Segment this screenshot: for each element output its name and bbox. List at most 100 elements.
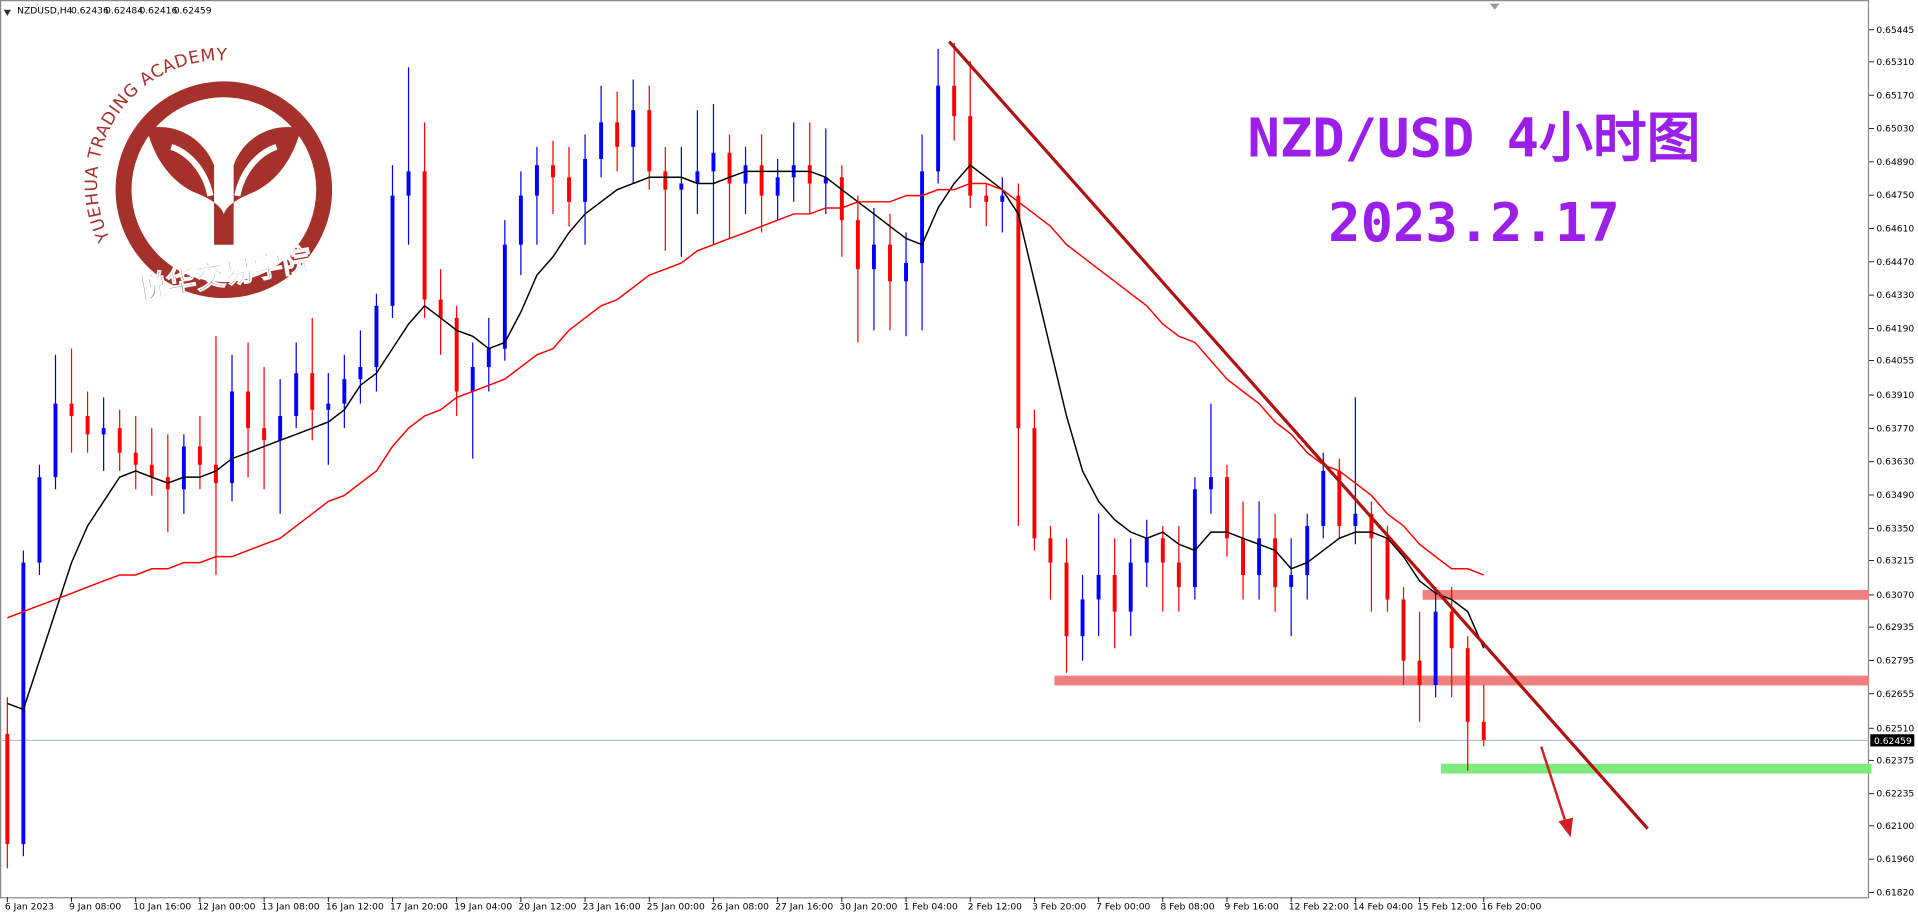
candle-body bbox=[1401, 599, 1406, 661]
y-tick-label: 0.64750 bbox=[1876, 190, 1914, 201]
candle-body bbox=[1144, 538, 1149, 563]
header-value: 0.62484 bbox=[105, 5, 143, 16]
x-tick-label: 20 Jan 12:00 bbox=[518, 901, 576, 912]
candle-body bbox=[1465, 648, 1470, 722]
candle-body bbox=[727, 152, 732, 184]
y-tick-label: 0.62935 bbox=[1876, 622, 1914, 633]
candle-body bbox=[775, 177, 780, 196]
arrow-shaft bbox=[1540, 746, 1567, 823]
candle-body bbox=[278, 415, 283, 441]
candle-body bbox=[759, 165, 764, 196]
x-tick-label: 19 Jan 04:00 bbox=[454, 901, 512, 912]
candle-body bbox=[615, 122, 620, 147]
resistance-zone bbox=[1054, 675, 1870, 686]
x-tick-label: 27 Jan 16:00 bbox=[775, 901, 833, 912]
candle-body bbox=[85, 415, 90, 435]
x-tick-label: 10 Jan 16:00 bbox=[133, 901, 191, 912]
candle-body bbox=[358, 366, 363, 380]
candle-body bbox=[871, 244, 876, 270]
candle-body bbox=[1337, 470, 1342, 526]
chart-subtitle: 2023.2.17 bbox=[1328, 191, 1620, 254]
y-tick-label: 0.64190 bbox=[1876, 323, 1914, 334]
candle-body bbox=[1112, 574, 1117, 612]
candle-body bbox=[406, 171, 411, 196]
candle-body bbox=[1048, 538, 1053, 563]
candle-body bbox=[583, 158, 588, 202]
x-tick-label: 1 Feb 04:00 bbox=[904, 901, 958, 912]
x-tick-label: 26 Jan 08:00 bbox=[711, 901, 769, 912]
logo-ring bbox=[115, 81, 333, 299]
logo-mark-detail bbox=[170, 143, 278, 197]
candle-body bbox=[567, 177, 571, 202]
y-tick-label: 0.63215 bbox=[1876, 556, 1914, 567]
candle-body bbox=[663, 171, 668, 190]
y-tick-label: 0.62510 bbox=[1876, 723, 1914, 734]
candle-body bbox=[214, 464, 218, 484]
candle-body bbox=[904, 262, 908, 282]
y-tick-label: 0.63910 bbox=[1876, 390, 1914, 401]
candle-body bbox=[1369, 513, 1374, 539]
candle-body bbox=[1160, 538, 1165, 563]
y-tick-label: 0.62375 bbox=[1876, 755, 1914, 766]
header-value: 0.62436 bbox=[71, 5, 109, 16]
y-tick-label: 0.65445 bbox=[1876, 25, 1914, 36]
candle-body bbox=[1016, 195, 1021, 429]
y-tick-label: 0.63630 bbox=[1876, 457, 1914, 468]
x-tick-label: 30 Jan 20:00 bbox=[839, 901, 897, 912]
candle-body bbox=[1289, 574, 1294, 588]
candle-body bbox=[262, 428, 267, 441]
y-tick-label: 0.62795 bbox=[1876, 655, 1914, 666]
chart-title: NZD/USD 4小时图 bbox=[1247, 107, 1700, 170]
candle-body bbox=[1000, 195, 1005, 202]
candle-body bbox=[695, 171, 700, 184]
candle-body bbox=[294, 373, 299, 416]
x-tick-label: 3 Feb 20:00 bbox=[1032, 901, 1086, 912]
arrow-head bbox=[1558, 817, 1574, 838]
candle-body bbox=[1096, 574, 1101, 600]
candle-body bbox=[936, 85, 941, 172]
y-tick-label: 0.64610 bbox=[1876, 224, 1914, 235]
y-tick-label: 0.64055 bbox=[1876, 356, 1914, 367]
candle-body bbox=[149, 464, 154, 478]
y-tick-label: 0.65310 bbox=[1876, 57, 1914, 68]
candle-body bbox=[807, 165, 812, 184]
candle-body bbox=[1449, 611, 1454, 649]
symbol: NZDUSD,H4 bbox=[17, 5, 73, 16]
candle-body bbox=[984, 195, 989, 202]
x-tick-label: 15 Feb 12:00 bbox=[1417, 901, 1477, 912]
support-zone bbox=[1440, 763, 1872, 774]
trend-line bbox=[948, 40, 1649, 830]
candle-body bbox=[1176, 562, 1181, 588]
candle-body bbox=[952, 85, 957, 117]
moving-average bbox=[7, 182, 1485, 619]
candle-body bbox=[518, 195, 523, 245]
candle-body bbox=[1080, 599, 1085, 637]
candle-body bbox=[486, 348, 491, 367]
x-tick-label: 12 Feb 22:00 bbox=[1289, 901, 1349, 912]
y-tick-label: 0.65030 bbox=[1876, 124, 1914, 135]
candle-body bbox=[326, 403, 331, 410]
candle-body bbox=[968, 116, 973, 196]
candle-body bbox=[5, 733, 10, 845]
resistance-zone bbox=[1422, 589, 1870, 600]
candle-body bbox=[133, 452, 138, 465]
candle-body bbox=[454, 317, 459, 392]
candle-body bbox=[1385, 538, 1390, 600]
y-tick-label: 0.61820 bbox=[1876, 887, 1914, 898]
last-price-box bbox=[1870, 734, 1915, 747]
candle-body bbox=[1128, 562, 1133, 612]
candle-body bbox=[1032, 428, 1037, 539]
x-tick-label: 2 Feb 12:00 bbox=[968, 901, 1022, 912]
candle-body bbox=[920, 171, 925, 263]
menu-marker bbox=[3, 9, 12, 16]
candle-body bbox=[1225, 477, 1229, 539]
candle-body bbox=[422, 171, 427, 300]
candle-body bbox=[1417, 660, 1422, 685]
candle-body bbox=[1481, 721, 1486, 741]
scroll-marker bbox=[1489, 3, 1500, 10]
candle-body bbox=[888, 244, 892, 282]
moving-average bbox=[7, 164, 1485, 711]
candle-body bbox=[1353, 513, 1358, 526]
